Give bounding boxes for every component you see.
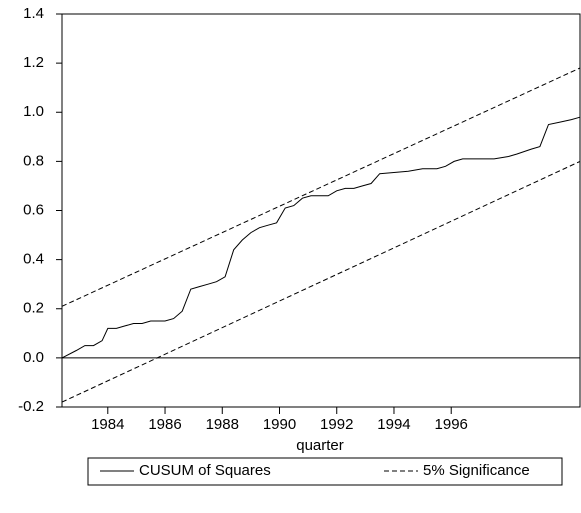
y-tick-label: 1.4 bbox=[23, 5, 44, 22]
y-tick-label: -0.2 bbox=[18, 398, 44, 415]
series-line bbox=[61, 160, 581, 403]
y-tick-label: 1.2 bbox=[23, 54, 44, 71]
y-tick-label: 1.0 bbox=[23, 103, 44, 120]
x-axis-label: quarter bbox=[296, 437, 344, 454]
y-tick-label: 0.6 bbox=[23, 201, 44, 218]
y-tick-label: 0.2 bbox=[23, 300, 44, 317]
x-tick-label: 1984 bbox=[91, 416, 124, 433]
legend-label: 5% Significance bbox=[423, 462, 530, 479]
series-line bbox=[61, 67, 581, 307]
x-tick-label: 1992 bbox=[320, 416, 353, 433]
x-tick-label: 1996 bbox=[435, 416, 468, 433]
series-line bbox=[61, 116, 581, 359]
x-tick-label: 1988 bbox=[206, 416, 239, 433]
legend-box bbox=[87, 457, 563, 486]
plot-frame bbox=[61, 13, 581, 408]
x-tick-label: 1986 bbox=[148, 416, 181, 433]
y-tick-label: 0.4 bbox=[23, 251, 44, 268]
legend-label: CUSUM of Squares bbox=[139, 462, 271, 479]
x-tick-label: 1994 bbox=[377, 416, 410, 433]
y-tick-label: 0.0 bbox=[23, 349, 44, 366]
y-tick-label: 0.8 bbox=[23, 152, 44, 169]
x-tick-label: 1990 bbox=[263, 416, 296, 433]
